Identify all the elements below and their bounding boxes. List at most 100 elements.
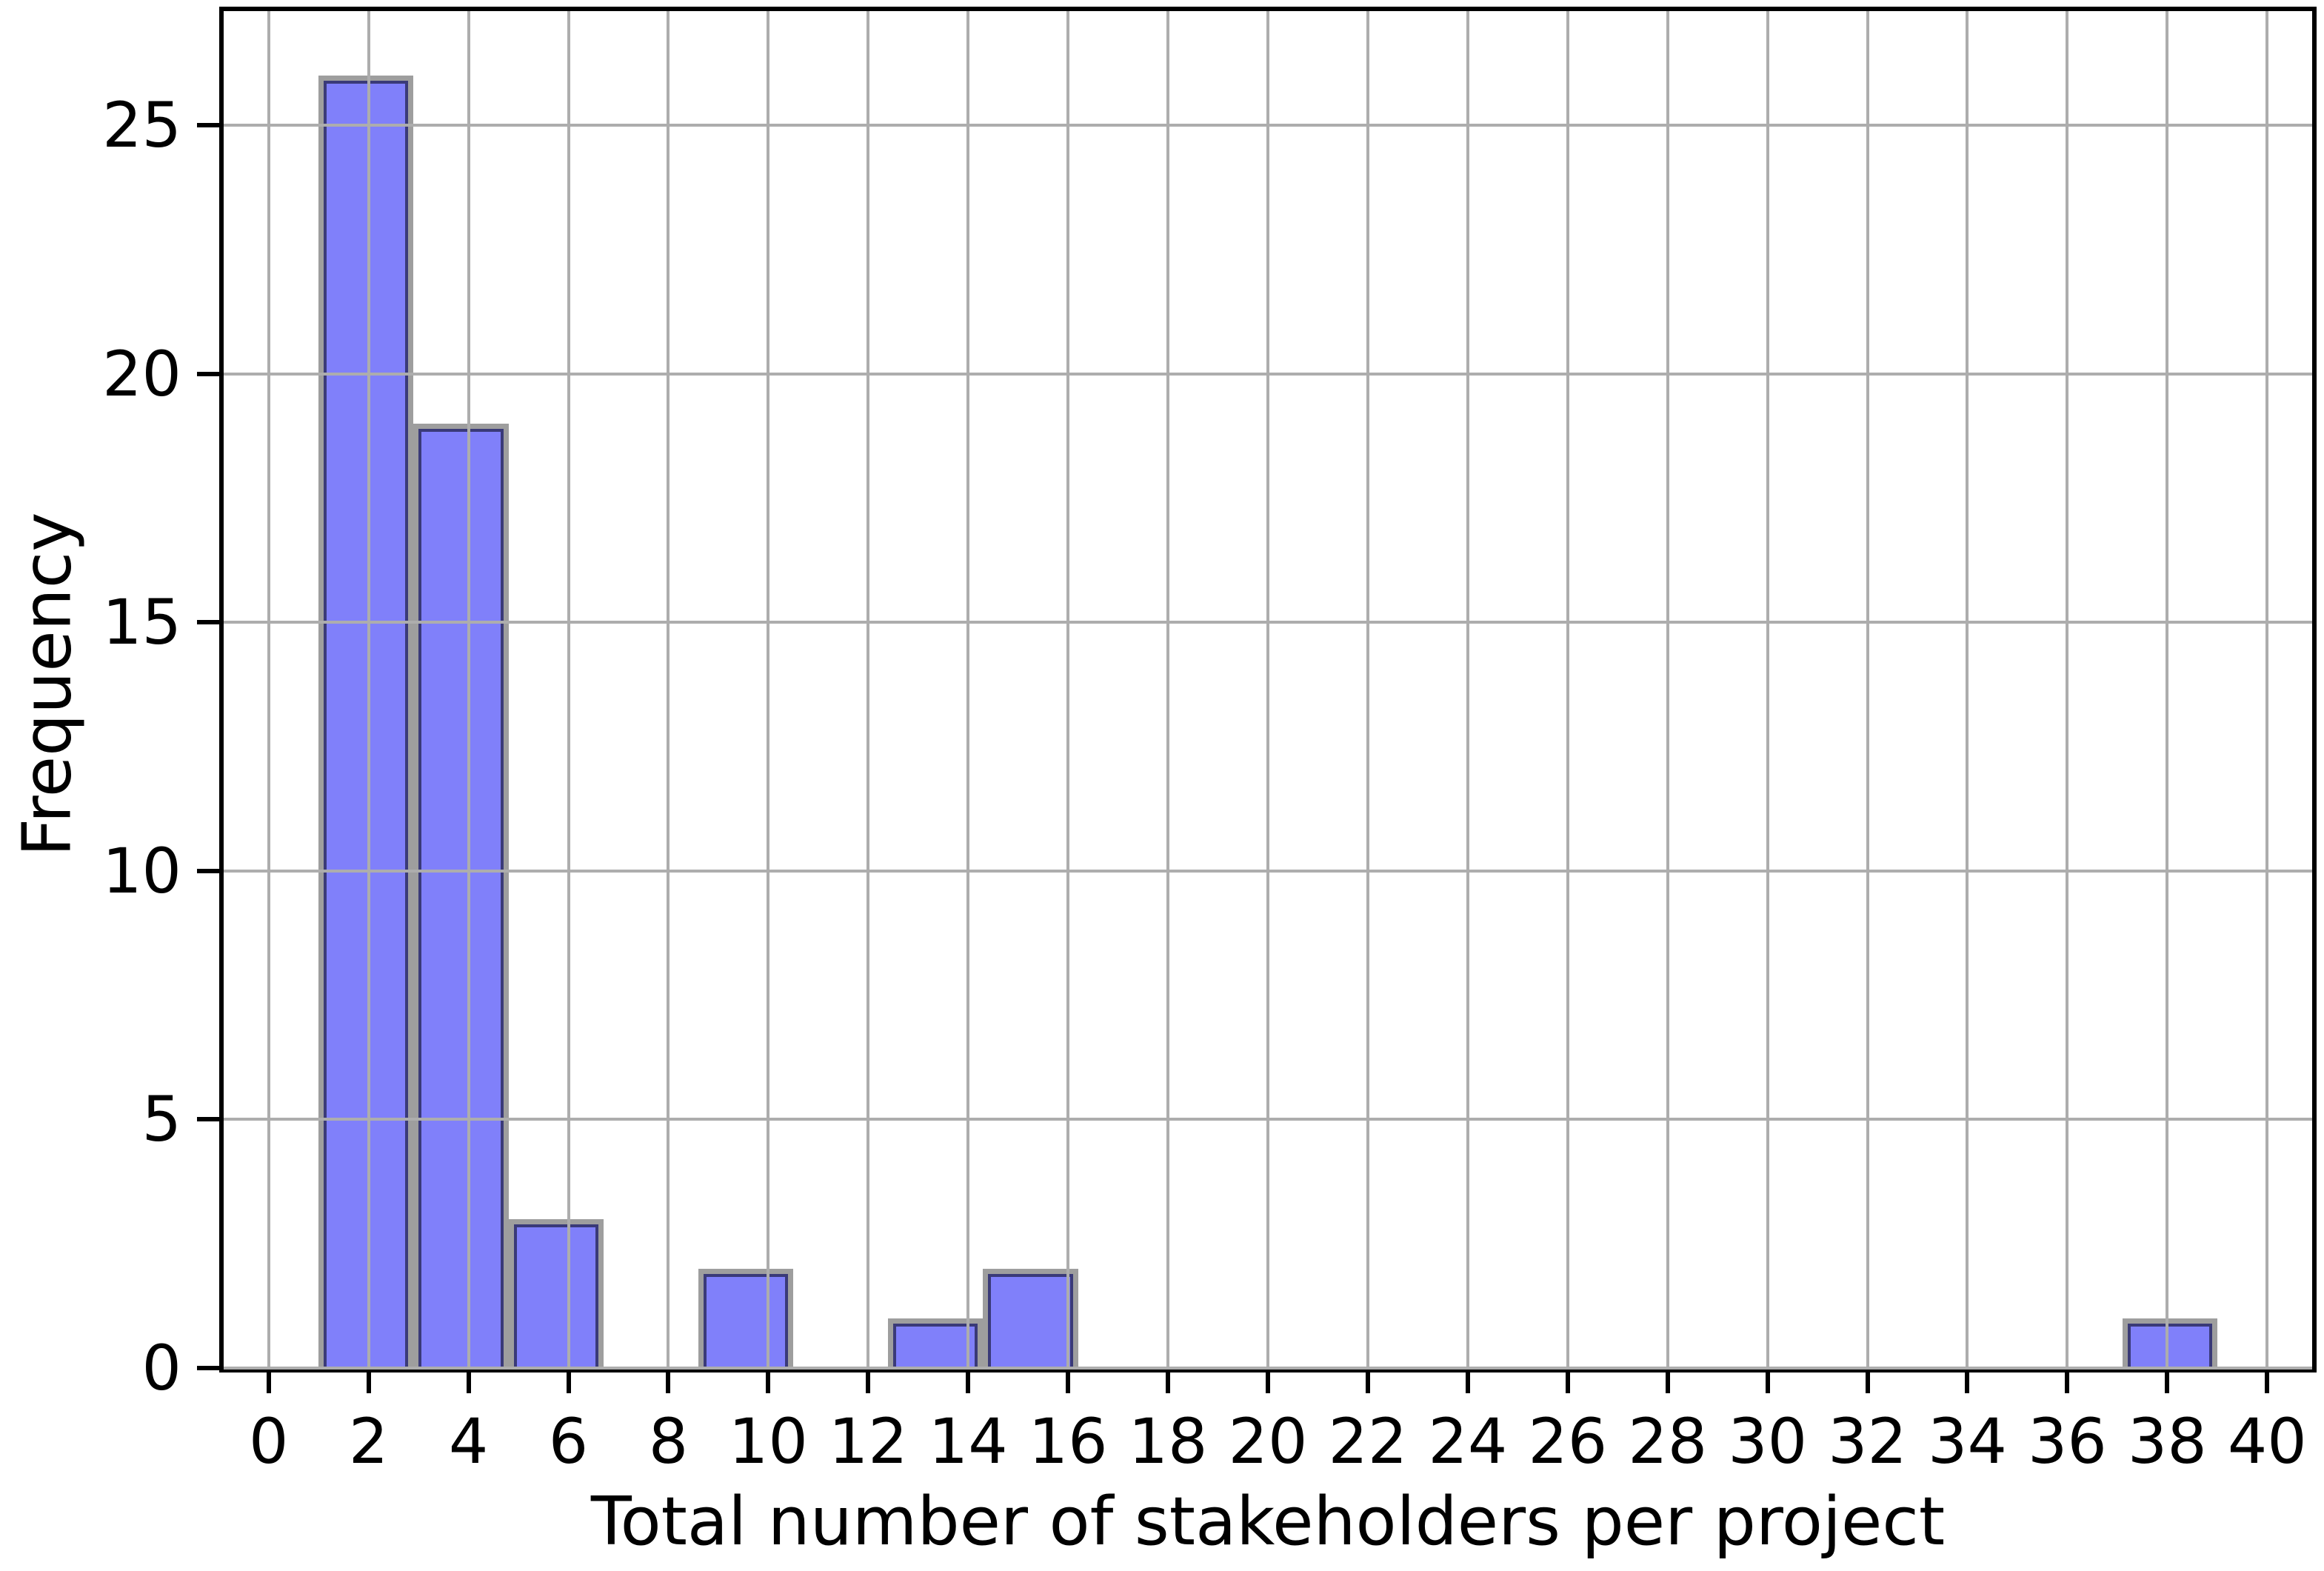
x-tick-label: 38 xyxy=(2127,1405,2207,1478)
x-tick-label: 10 xyxy=(728,1405,808,1478)
y-tick-mark xyxy=(197,1366,219,1370)
x-tick-mark xyxy=(966,1371,971,1393)
histogram-bar-fill xyxy=(2127,1323,2212,1368)
x-tick-label: 8 xyxy=(648,1405,689,1478)
vertical-gridline xyxy=(1766,11,1769,1368)
horizontal-gridline xyxy=(224,1367,2312,1370)
x-tick-mark xyxy=(1565,1371,1570,1393)
x-tick-mark xyxy=(366,1371,371,1393)
y-tick-label: 5 xyxy=(141,1083,181,1156)
histogram-bar-fill xyxy=(703,1273,789,1368)
x-tick-label: 32 xyxy=(1828,1405,1907,1478)
x-tick-label: 40 xyxy=(2227,1405,2307,1478)
vertical-gridline xyxy=(1966,11,1969,1368)
y-tick-label: 0 xyxy=(141,1332,181,1404)
x-tick-label: 0 xyxy=(248,1405,289,1478)
x-tick-mark xyxy=(1166,1371,1171,1393)
horizontal-gridline xyxy=(224,869,2312,873)
vertical-gridline xyxy=(367,11,370,1368)
x-tick-label: 28 xyxy=(1628,1405,1708,1478)
y-tick-mark xyxy=(197,620,219,625)
histogram-bar-fill xyxy=(324,81,409,1368)
histogram-bar-fill xyxy=(893,1323,978,1368)
y-tick-label: 20 xyxy=(102,337,181,410)
plot-area xyxy=(219,7,2317,1372)
histogram-bar xyxy=(508,1218,604,1368)
y-tick-label: 15 xyxy=(102,586,181,659)
x-tick-label: 36 xyxy=(2027,1405,2107,1478)
vertical-gridline xyxy=(2265,11,2269,1368)
x-tick-mark xyxy=(1965,1371,1970,1393)
x-tick-mark xyxy=(1865,1371,1870,1393)
histogram-bar xyxy=(318,76,414,1368)
x-tick-mark xyxy=(566,1371,571,1393)
x-tick-label: 22 xyxy=(1328,1405,1408,1478)
grid-layer xyxy=(224,11,2312,1370)
histogram-bar-fill xyxy=(988,1273,1073,1368)
vertical-gridline xyxy=(667,11,670,1368)
x-tick-label: 18 xyxy=(1128,1405,1208,1478)
vertical-gridline xyxy=(1666,11,1669,1368)
horizontal-gridline xyxy=(224,1118,2312,1121)
x-tick-mark xyxy=(666,1371,671,1393)
x-tick-mark xyxy=(2165,1371,2170,1393)
histogram-bar-fill xyxy=(418,428,504,1368)
x-tick-mark xyxy=(1365,1371,1370,1393)
x-tick-label: 20 xyxy=(1228,1405,1308,1478)
vertical-gridline xyxy=(867,11,870,1368)
x-tick-label: 16 xyxy=(1028,1405,1108,1478)
bars-layer xyxy=(224,11,2312,1368)
x-tick-label: 30 xyxy=(1728,1405,1808,1478)
x-tick-mark xyxy=(866,1371,871,1393)
x-tick-mark xyxy=(1765,1371,1770,1393)
x-tick-mark xyxy=(766,1371,771,1393)
x-tick-label: 34 xyxy=(1928,1405,2007,1478)
vertical-gridline xyxy=(267,11,270,1368)
vertical-gridline xyxy=(567,11,570,1368)
x-tick-label: 14 xyxy=(928,1405,1008,1478)
y-axis-label: Frequency xyxy=(8,512,87,857)
histogram-bar-fill xyxy=(513,1224,598,1368)
x-tick-mark xyxy=(2065,1371,2070,1393)
horizontal-gridline xyxy=(224,124,2312,127)
vertical-gridline xyxy=(1866,11,1869,1368)
x-tick-label: 4 xyxy=(448,1405,489,1478)
vertical-gridline xyxy=(2066,11,2069,1368)
horizontal-gridline xyxy=(224,621,2312,624)
horizontal-gridline xyxy=(224,372,2312,376)
x-tick-mark xyxy=(1465,1371,1470,1393)
vertical-gridline xyxy=(467,11,470,1368)
x-tick-mark xyxy=(1066,1371,1071,1393)
histogram-bar xyxy=(698,1268,794,1368)
histogram-bar xyxy=(2122,1318,2217,1368)
y-tick-mark xyxy=(197,371,219,376)
vertical-gridline xyxy=(1366,11,1369,1368)
vertical-gridline xyxy=(1266,11,1269,1368)
vertical-gridline xyxy=(2166,11,2169,1368)
y-tick-label: 10 xyxy=(102,834,181,907)
x-tick-label: 6 xyxy=(548,1405,589,1478)
vertical-gridline xyxy=(1566,11,1569,1368)
vertical-gridline xyxy=(966,11,970,1368)
histogram-bar xyxy=(413,423,509,1368)
vertical-gridline xyxy=(1166,11,1170,1368)
vertical-gridline xyxy=(1066,11,1070,1368)
y-tick-mark xyxy=(197,123,219,128)
y-tick-mark xyxy=(197,868,219,873)
x-tick-mark xyxy=(1266,1371,1270,1393)
x-tick-mark xyxy=(1665,1371,1670,1393)
y-tick-mark xyxy=(197,1117,219,1122)
x-axis-label: Total number of stakeholders per project xyxy=(590,1483,1946,1561)
x-tick-label: 26 xyxy=(1528,1405,1608,1478)
x-tick-label: 24 xyxy=(1428,1405,1508,1478)
x-tick-label: 12 xyxy=(828,1405,908,1478)
x-tick-label: 2 xyxy=(348,1405,389,1478)
histogram-bar xyxy=(983,1268,1078,1368)
x-tick-mark xyxy=(2265,1371,2270,1393)
vertical-gridline xyxy=(767,11,770,1368)
x-tick-mark xyxy=(266,1371,271,1393)
y-tick-label: 25 xyxy=(102,89,181,162)
vertical-gridline xyxy=(1466,11,1469,1368)
x-tick-mark xyxy=(466,1371,471,1393)
